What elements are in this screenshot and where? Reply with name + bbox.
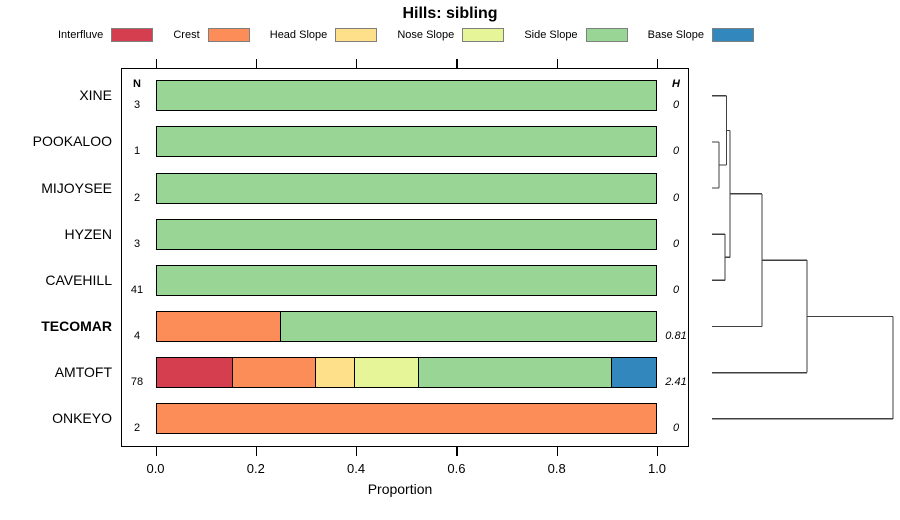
axis-tick-bottom bbox=[657, 447, 659, 456]
legend-swatch bbox=[585, 28, 628, 42]
bar-segment bbox=[155, 218, 657, 250]
legend-item: Crest bbox=[173, 28, 250, 42]
bar-segment bbox=[155, 311, 281, 342]
row-label: CAVEHILL bbox=[45, 271, 112, 288]
legend-swatch bbox=[335, 28, 378, 42]
bar-segment bbox=[232, 357, 317, 389]
bar-segment bbox=[155, 403, 657, 435]
legend-item: Interfluve bbox=[58, 28, 154, 42]
plot-border bbox=[121, 68, 689, 447]
axis-tick-bottom bbox=[155, 447, 157, 456]
h-value: 2.41 bbox=[665, 376, 687, 389]
stacked-bar bbox=[155, 357, 658, 389]
h-value: 0 bbox=[672, 422, 680, 435]
row-label: XINE bbox=[79, 87, 112, 104]
axis-tick-top bbox=[556, 59, 559, 68]
axis-tick-label: 0.0 bbox=[146, 461, 165, 476]
axis-tick-top bbox=[657, 59, 659, 68]
legend-label: Interfluve bbox=[58, 29, 104, 41]
x-axis-label: Proportion bbox=[367, 481, 433, 497]
stacked-bar bbox=[155, 172, 657, 204]
axis-tick-label: 0.2 bbox=[246, 461, 265, 476]
legend: Interfluve Crest Head Slope Nose Slope Side … bbox=[58, 26, 754, 44]
legend-swatch bbox=[462, 28, 505, 42]
stacked-bar bbox=[155, 218, 657, 250]
legend-item: Head Slope bbox=[270, 28, 378, 42]
row-label: TECOMAR bbox=[41, 318, 112, 334]
n-value: 78 bbox=[130, 376, 144, 389]
n-value: 2 bbox=[133, 422, 141, 435]
h-value: 0 bbox=[672, 191, 680, 204]
row-label: AMTOFT bbox=[54, 364, 112, 381]
bar-segment bbox=[155, 357, 233, 389]
row-label: MIJOYSEE bbox=[41, 179, 112, 196]
bar-segment bbox=[419, 357, 612, 389]
h-value: 0 bbox=[672, 237, 680, 250]
n-value: 3 bbox=[133, 237, 141, 250]
n-value: 4 bbox=[133, 330, 141, 342]
bar-segment bbox=[155, 80, 657, 112]
row-label: POOKALOO bbox=[32, 133, 112, 150]
legend-label: Nose Slope bbox=[397, 29, 455, 41]
n-value: 41 bbox=[130, 283, 144, 296]
axis-tick-top bbox=[356, 59, 358, 68]
axis-tick-top bbox=[255, 59, 258, 68]
legend-label: Side Slope bbox=[524, 29, 578, 41]
axis-tick-label: 0.8 bbox=[547, 461, 566, 476]
stacked-bar bbox=[155, 403, 657, 435]
legend-item: Nose Slope bbox=[397, 28, 505, 42]
row-label: ONKEYO bbox=[52, 410, 112, 427]
bar-segment bbox=[280, 311, 657, 342]
legend-item: Side Slope bbox=[524, 28, 628, 42]
legend-item: Base Slope bbox=[648, 28, 754, 42]
bar-segment bbox=[316, 357, 356, 389]
h-value: 0.81 bbox=[665, 330, 687, 342]
legend-swatch bbox=[111, 28, 154, 42]
axis-tick-bottom bbox=[356, 447, 358, 456]
axis-tick-bottom bbox=[255, 447, 258, 456]
legend-label: Crest bbox=[173, 29, 200, 41]
stacked-bar bbox=[155, 311, 657, 342]
axis-tick-label: 0.6 bbox=[447, 461, 466, 476]
row-label: HYZEN bbox=[64, 225, 112, 242]
h-value: 0 bbox=[672, 99, 680, 112]
h-value: 0 bbox=[672, 145, 680, 158]
axis-tick-top bbox=[456, 59, 458, 68]
axis-tick-bottom bbox=[456, 447, 458, 456]
n-value: 3 bbox=[133, 99, 141, 112]
legend-swatch bbox=[711, 28, 754, 42]
legend-swatch bbox=[207, 28, 250, 42]
bar-segment bbox=[155, 264, 657, 296]
axis-tick-label: 1.0 bbox=[647, 461, 667, 476]
stacked-bar bbox=[155, 264, 657, 296]
legend-label: Head Slope bbox=[269, 29, 328, 41]
stacked-bar bbox=[155, 80, 657, 112]
h-header: H bbox=[672, 78, 680, 90]
bar-segment bbox=[155, 172, 657, 204]
axis-tick-bottom bbox=[556, 447, 559, 456]
axis-tick-top bbox=[155, 59, 157, 68]
stacked-bar bbox=[155, 126, 657, 158]
legend-label: Base Slope bbox=[647, 29, 704, 41]
bar-segment bbox=[611, 357, 657, 389]
n-header: N bbox=[133, 78, 141, 90]
h-value: 0 bbox=[672, 283, 680, 296]
chart-title: Hills: sibling bbox=[402, 5, 498, 22]
n-value: 1 bbox=[133, 145, 141, 158]
axis-tick-label: 0.4 bbox=[347, 461, 366, 476]
bar-segment bbox=[155, 126, 657, 158]
n-value: 2 bbox=[133, 191, 141, 204]
bar-segment bbox=[355, 357, 420, 389]
